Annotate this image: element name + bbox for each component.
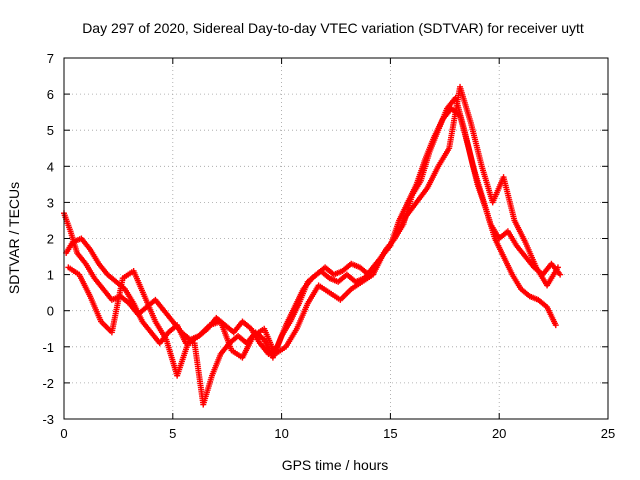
x-tick-label: 25: [601, 426, 615, 441]
y-tick-label: -1: [42, 340, 54, 355]
y-tick-label: 2: [47, 232, 54, 247]
y-tick-label: 6: [47, 87, 54, 102]
y-tick-label: 5: [47, 123, 54, 138]
y-tick-label: 1: [47, 268, 54, 283]
y-tick-label: 0: [47, 304, 54, 319]
chart-title: Day 297 of 2020, Sidereal Day-to-day VTE…: [82, 20, 584, 36]
data-point: [557, 271, 564, 278]
axis-ticks: 0 5 10 15 20 25 -3 -2 -1 0 1 2 3 4 5 6 7: [42, 51, 615, 441]
y-tick-label: 7: [47, 51, 54, 66]
x-tick-label: 20: [492, 426, 506, 441]
y-tick-label: -2: [42, 376, 54, 391]
y-tick-label: -3: [42, 412, 54, 427]
data-point: [552, 322, 559, 329]
y-tick-label: 4: [47, 159, 54, 174]
x-axis-label: GPS time / hours: [282, 457, 389, 473]
x-tick-label: 10: [274, 426, 288, 441]
data-point: [554, 264, 561, 271]
x-tick-label: 0: [60, 426, 67, 441]
x-tick-label: 5: [169, 426, 176, 441]
y-tick-label: 3: [47, 195, 54, 210]
y-axis-label: SDTVAR / TECUs: [6, 182, 22, 294]
x-tick-label: 15: [383, 426, 397, 441]
data-points: [61, 83, 564, 408]
